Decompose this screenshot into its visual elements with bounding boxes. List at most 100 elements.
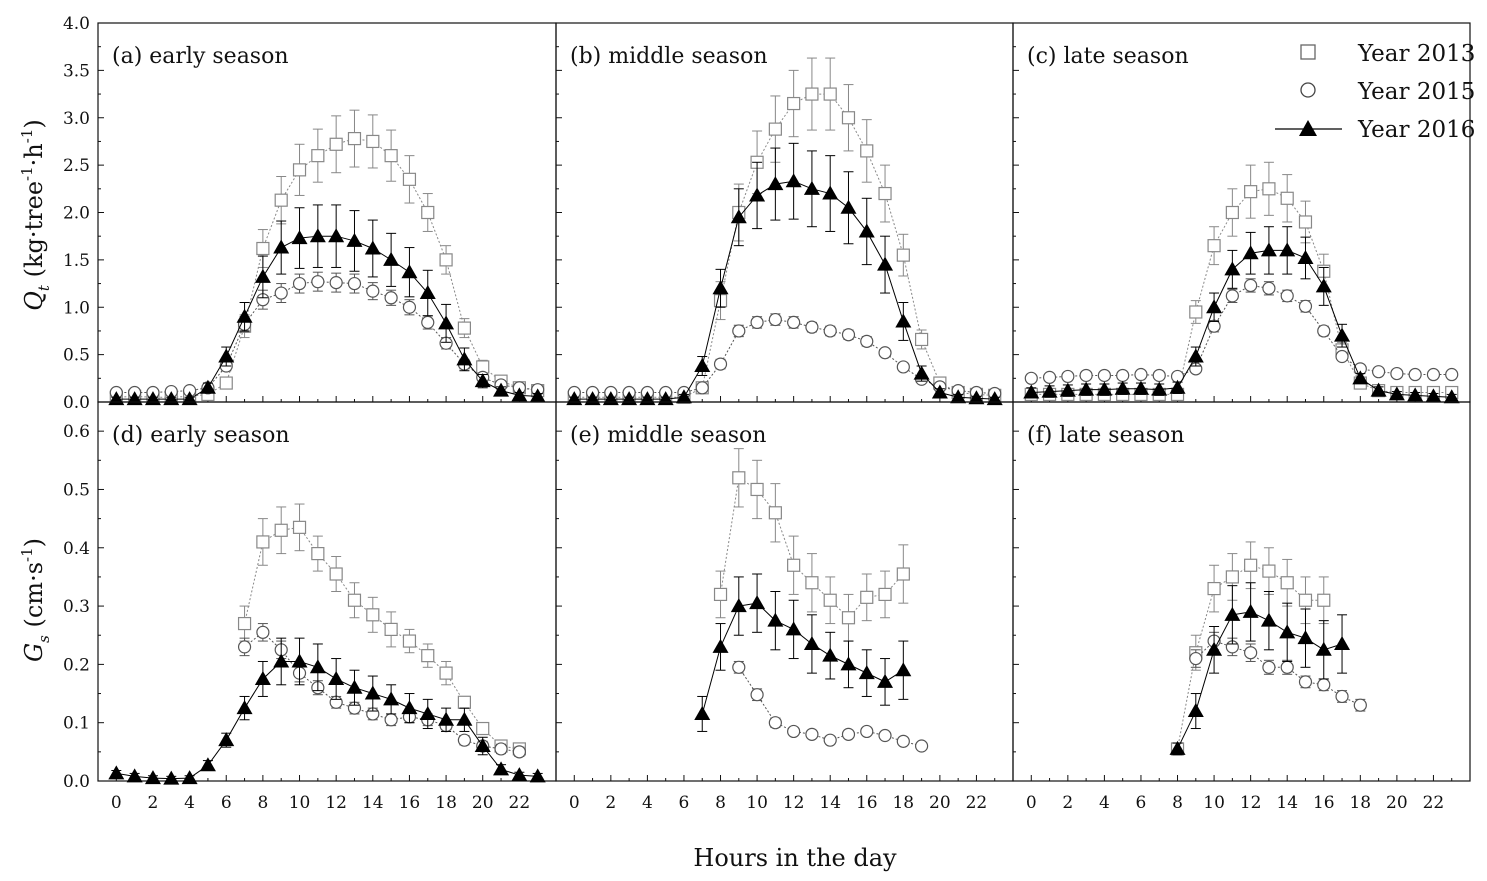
panel-frame	[555, 22, 1014, 403]
data-point	[144, 770, 161, 785]
x-tick-label: 18	[892, 793, 914, 813]
series-line	[574, 180, 995, 400]
data-point	[1445, 367, 1459, 382]
legend-label-2015: Year 2015	[1357, 79, 1475, 105]
series-line	[1031, 188, 1452, 395]
series-line	[1031, 249, 1452, 398]
data-point	[878, 346, 892, 360]
data-point	[675, 389, 692, 404]
data-point	[1152, 368, 1166, 383]
data-point	[219, 376, 233, 390]
data-point	[1353, 698, 1367, 712]
data-point	[309, 228, 326, 243]
data-point	[1189, 305, 1203, 319]
x-tick-label: 16	[856, 793, 878, 813]
data-point	[421, 205, 435, 220]
data-point	[292, 163, 307, 177]
x-tick-label: 14	[362, 793, 384, 813]
data-point	[474, 738, 491, 753]
data-point	[384, 149, 398, 163]
data-point	[1023, 384, 1040, 399]
series-year-2013	[237, 503, 526, 756]
data-point	[1079, 368, 1093, 383]
data-point	[877, 673, 894, 688]
data-point	[712, 638, 729, 653]
y-tick-label: 0.4	[63, 539, 90, 559]
legend-marker-2013	[1300, 44, 1316, 60]
data-point	[768, 506, 782, 520]
data-point	[860, 144, 874, 158]
x-tick-label: 16	[1313, 793, 1335, 813]
data-point	[273, 653, 290, 668]
data-point	[402, 172, 417, 186]
data-point	[493, 382, 510, 397]
data-point	[1262, 660, 1276, 674]
data-point	[768, 716, 782, 730]
data-point	[1207, 319, 1221, 333]
x-tick-label: 4	[1099, 793, 1110, 813]
data-point	[421, 649, 435, 663]
series-line	[1031, 284, 1452, 379]
x-tick-label: 6	[1136, 793, 1147, 813]
series-year-2016	[108, 637, 546, 785]
data-point	[840, 199, 857, 214]
legend-label-2013: Year 2013	[1357, 41, 1475, 67]
ylabel-bottom-unit-2: )	[20, 538, 48, 547]
y-tick-label: 1.0	[63, 298, 90, 318]
data-point	[401, 264, 418, 279]
x-tick-label: 0	[111, 793, 122, 813]
data-point	[402, 300, 417, 314]
data-point	[274, 286, 288, 300]
data-point	[1244, 185, 1258, 199]
data-point	[292, 520, 307, 534]
x-tick-label: 0	[1026, 793, 1037, 813]
series-line	[574, 319, 995, 394]
ylabel-top-unit-2: ·h	[20, 143, 48, 166]
data-point	[456, 711, 473, 726]
data-point	[254, 268, 271, 283]
data-point	[1041, 383, 1058, 398]
data-point	[750, 482, 764, 497]
data-point	[236, 308, 253, 323]
data-point	[1244, 646, 1258, 660]
data-point	[860, 334, 874, 348]
data-point	[913, 365, 930, 380]
legend-marker-2015	[1300, 82, 1316, 98]
data-point	[1244, 558, 1258, 572]
data-point	[1334, 635, 1351, 650]
data-point	[840, 656, 857, 671]
data-point	[730, 598, 747, 613]
x-tick-label: 14	[1276, 793, 1298, 813]
data-point	[1298, 675, 1313, 689]
data-point	[329, 567, 343, 581]
data-point	[1317, 324, 1331, 338]
data-point	[896, 734, 910, 748]
series-year-2015	[732, 660, 929, 753]
data-point	[126, 768, 143, 783]
data-point	[1189, 651, 1203, 666]
data-point	[730, 209, 747, 224]
data-point	[529, 768, 546, 783]
data-point	[823, 593, 837, 607]
data-point	[841, 111, 856, 125]
data-point	[329, 137, 343, 151]
series-line	[116, 138, 538, 398]
data-point	[1370, 382, 1387, 397]
data-point	[1298, 593, 1313, 607]
data-point	[878, 587, 892, 602]
series-year-2013	[713, 448, 910, 642]
data-point	[805, 87, 819, 101]
data-point	[1315, 641, 1332, 656]
data-point	[384, 713, 398, 727]
data-point	[1242, 603, 1259, 618]
x-tick-label: 20	[929, 793, 951, 813]
data-point	[329, 276, 343, 290]
data-point	[1187, 348, 1204, 363]
data-point	[1280, 660, 1294, 674]
data-point	[694, 705, 711, 720]
data-point	[1059, 382, 1076, 397]
data-point	[457, 321, 471, 335]
data-point	[896, 567, 910, 581]
x-tick-label: 2	[1062, 793, 1073, 813]
panel-frame	[555, 401, 1014, 782]
